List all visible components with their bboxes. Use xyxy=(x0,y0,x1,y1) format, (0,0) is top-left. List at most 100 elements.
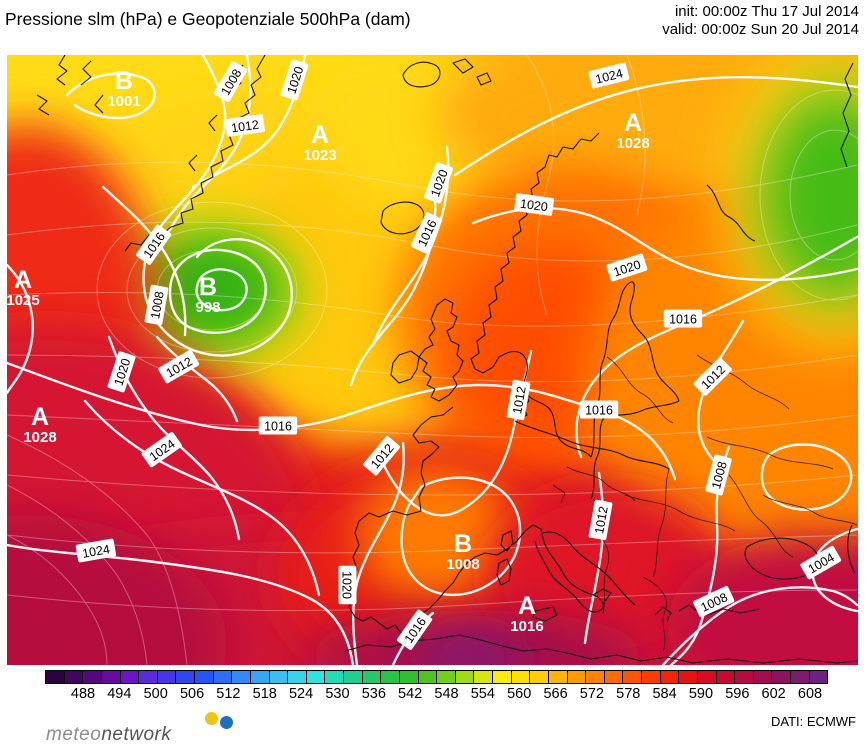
colorbar-tick-label: 590 xyxy=(688,686,714,702)
pressure-center-value: 1023 xyxy=(303,147,336,164)
colorbar-cell xyxy=(642,671,661,683)
colorbar-cell xyxy=(139,671,158,683)
pressure-center-letter: A xyxy=(624,109,642,137)
colorbar-tick-label: 554 xyxy=(470,686,495,702)
data-source: DATI: ECMWF xyxy=(771,714,856,729)
colorbar-cell xyxy=(120,671,140,683)
colorbar-cell xyxy=(64,671,84,683)
colorbar-cell xyxy=(511,671,531,683)
pressure-center-value: 1016 xyxy=(510,618,543,635)
colorbar-cell xyxy=(232,671,251,683)
pressure-center-letter: B xyxy=(454,530,472,558)
colorbar-cell xyxy=(791,671,810,683)
colorbar-cell xyxy=(660,671,680,683)
pressure-center-value: 1028 xyxy=(616,135,649,152)
isobar-label: 1020 xyxy=(338,565,357,605)
logo-text-meteo: meteo xyxy=(46,724,102,745)
isobar-label: 1020 xyxy=(280,59,309,101)
colorbar-cell xyxy=(250,671,270,683)
colorbar-cell xyxy=(83,671,102,683)
colorbar-cell xyxy=(381,671,400,683)
colorbar-tick-label: 548 xyxy=(434,686,459,702)
colorbar-cell xyxy=(530,671,549,683)
colorbar-tick-label: 500 xyxy=(143,686,168,702)
isobar-label-value: 1024 xyxy=(594,66,624,86)
isobar-label-value: 1016 xyxy=(585,404,613,418)
colorbar: 488 494 500 506 512 518 524 530 536 542 548 554 560 5… xyxy=(45,670,828,706)
pressure-center-value: 1025 xyxy=(7,292,40,309)
isobar-label-value: 1008 xyxy=(709,460,730,491)
colorbar-tick-label: 518 xyxy=(252,686,277,702)
colorbar-tick-label: 566 xyxy=(543,686,568,702)
pressure-center-letter: A xyxy=(31,403,49,431)
colorbar-tick-label: 524 xyxy=(288,686,314,702)
colorbar-cell xyxy=(809,671,828,683)
isobar-label-value: 1020 xyxy=(519,197,549,215)
isobar-label-value: 1012 xyxy=(230,118,260,136)
colorbar-tick-label: 506 xyxy=(179,686,205,702)
colorbar-cell xyxy=(195,671,214,683)
isobar-label-value: 1016 xyxy=(264,420,292,434)
isobar-label: 1012 xyxy=(224,114,265,137)
colorbar-cell xyxy=(101,671,121,683)
colorbar-cell xyxy=(157,671,177,683)
country-borders xyxy=(552,354,858,652)
pressure-center-letter: B xyxy=(115,67,133,95)
colorbar-cell xyxy=(344,671,363,683)
map-canvas: 1008 1020 1012 1024 1016 1008 1020 1016 1020 1020… xyxy=(7,55,858,665)
colorbar-cell xyxy=(623,671,642,683)
pressure-center-value: 998 xyxy=(195,299,220,316)
colorbar-tick-label: 584 xyxy=(652,686,677,702)
colorbar-cell xyxy=(437,671,456,683)
isobar-label: 1024 xyxy=(588,62,630,89)
colorbar-cell xyxy=(455,671,475,683)
weather-map: 1008 1020 1012 1024 1016 1008 1020 1016 1020 1020… xyxy=(7,55,858,665)
colorbar-tick-label: 602 xyxy=(761,686,786,702)
colorbar-cell xyxy=(474,671,493,683)
colorbar-tick-label: 608 xyxy=(797,686,823,702)
colorbar-cell xyxy=(586,671,605,683)
pressure-center-value: 1001 xyxy=(107,93,140,110)
colorbar-cell xyxy=(269,671,289,683)
colorbar-tick-label: 536 xyxy=(361,686,386,702)
isobar-label: 1008 xyxy=(705,454,732,496)
colorbar-cell xyxy=(325,671,344,683)
colorbar-cell xyxy=(679,671,698,683)
pressure-center-letter: A xyxy=(14,266,32,294)
isobar-label: 1016 xyxy=(258,416,298,435)
pressure-center-value: 1028 xyxy=(23,429,56,446)
pressure-center-value: 1008 xyxy=(446,556,479,573)
colorbar-tick-label: 578 xyxy=(616,686,641,702)
colorbar-cell xyxy=(176,671,195,683)
page-title: Pressione slm (hPa) e Geopotenziale 500h… xyxy=(5,9,411,29)
colorbar-cell xyxy=(399,671,419,683)
isobar-label: 1024 xyxy=(75,538,117,563)
colorbar-cell xyxy=(604,671,624,683)
colorbar-cell xyxy=(288,671,307,683)
isobar-label: 1016 xyxy=(663,309,703,328)
colorbar-cell xyxy=(306,671,326,683)
colorbar-tick-label: 596 xyxy=(725,686,750,702)
logo-text-network: network xyxy=(101,724,172,745)
isobar-label: 1008 xyxy=(213,61,248,103)
colorbar-cell xyxy=(753,671,773,683)
isobar-label: 1008 xyxy=(144,284,169,326)
logo-yellow-dot-icon xyxy=(205,712,218,725)
isobar-label-value: 1020 xyxy=(340,571,354,599)
colorbar-cell xyxy=(362,671,382,683)
isobar-label: 1016 xyxy=(579,400,619,419)
isobar-label: 1020 xyxy=(424,162,453,204)
colorbar-tick-label: 572 xyxy=(579,686,604,702)
colorbar-cell xyxy=(548,671,568,683)
isobar-label-value: 1008 xyxy=(148,290,167,320)
colorbar-tick-label: 560 xyxy=(507,686,532,702)
